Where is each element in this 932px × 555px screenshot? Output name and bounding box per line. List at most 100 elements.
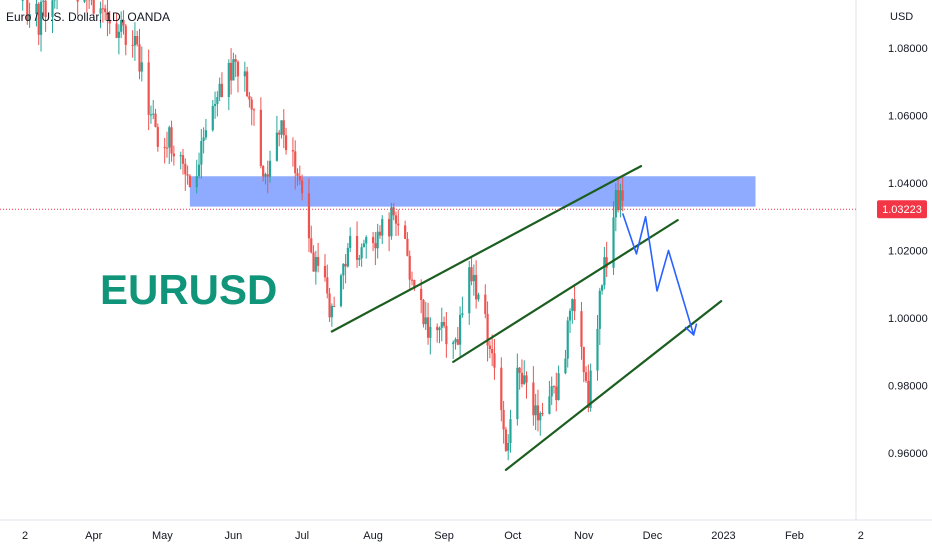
- candle: [244, 62, 246, 92]
- candle-body: [296, 173, 298, 176]
- candle: [331, 303, 333, 326]
- candle: [260, 97, 262, 168]
- candle-body: [22, 0, 24, 1]
- candles: [22, 0, 624, 460]
- candle-body: [251, 100, 253, 110]
- candle-body: [308, 193, 310, 238]
- candle: [312, 245, 314, 272]
- candle-body: [585, 372, 587, 381]
- x-tick-label: Nov: [574, 530, 594, 542]
- candle: [280, 120, 282, 138]
- candle-body: [571, 299, 573, 311]
- x-tick-label: Apr: [85, 530, 102, 542]
- candle: [441, 308, 443, 342]
- candle: [553, 385, 555, 393]
- x-tick-label: Jun: [225, 530, 243, 542]
- candle: [493, 339, 495, 380]
- candle: [216, 91, 218, 116]
- candle: [132, 30, 134, 58]
- symbol-watermark: EURUSD: [100, 266, 277, 314]
- candle: [571, 298, 573, 324]
- candle: [509, 410, 511, 453]
- candle-body: [154, 114, 156, 127]
- candle-body: [374, 243, 376, 248]
- candle: [148, 50, 150, 130]
- candle-body: [294, 151, 296, 173]
- candle-body: [443, 322, 445, 326]
- candle-body: [232, 59, 234, 80]
- x-tick-label: Oct: [504, 530, 521, 542]
- candle: [83, 0, 85, 3]
- candle-body: [539, 413, 541, 420]
- candle-body: [551, 386, 553, 396]
- candle-body: [134, 36, 136, 45]
- candle: [246, 67, 248, 97]
- x-tick-label: Aug: [363, 530, 383, 542]
- x-tick-label: Dec: [643, 530, 663, 542]
- candle: [438, 327, 440, 344]
- candle: [358, 255, 360, 266]
- candle: [361, 243, 363, 266]
- candle: [477, 293, 479, 302]
- candle-body: [347, 248, 349, 267]
- candle: [381, 215, 383, 244]
- x-tick-label: Jul: [295, 530, 309, 542]
- candle-body: [331, 306, 333, 317]
- candle-body: [583, 347, 585, 372]
- resistance-zone: [190, 176, 756, 206]
- candle: [601, 284, 603, 294]
- candle: [328, 288, 330, 322]
- candle-body: [503, 410, 505, 429]
- candle: [278, 130, 280, 146]
- candle-body: [404, 225, 406, 238]
- candle-body: [388, 219, 390, 236]
- candle: [457, 327, 459, 345]
- candle: [537, 390, 539, 432]
- candle: [134, 22, 136, 61]
- candle-body: [615, 190, 617, 217]
- candle: [164, 138, 166, 164]
- candle: [248, 92, 250, 108]
- candle: [152, 100, 154, 119]
- candle: [539, 411, 541, 436]
- candle-body: [603, 257, 605, 285]
- candle: [564, 350, 566, 374]
- candle-body: [299, 176, 301, 180]
- candle-body: [363, 243, 365, 247]
- candle-body: [365, 237, 367, 243]
- channel-line-3: [506, 301, 721, 470]
- candle-body: [326, 277, 328, 293]
- candle: [445, 312, 447, 358]
- candle: [461, 297, 463, 318]
- candle-body: [377, 232, 379, 249]
- candle: [141, 46, 143, 81]
- candle: [214, 92, 216, 119]
- candle-body: [436, 327, 438, 330]
- candle-body: [569, 311, 571, 321]
- candle-body: [356, 236, 358, 260]
- candle: [170, 121, 172, 162]
- candle: [365, 235, 367, 258]
- y-tick-label: 1.02000: [888, 246, 928, 258]
- candle-body: [132, 45, 134, 46]
- candle: [473, 264, 475, 295]
- candle: [345, 254, 347, 283]
- candle-body: [136, 36, 138, 44]
- candle: [548, 381, 550, 415]
- candle-body: [468, 267, 470, 313]
- candle: [489, 341, 491, 358]
- candle-body: [411, 280, 413, 281]
- candle: [333, 297, 335, 307]
- candle-body: [237, 62, 239, 77]
- candle: [379, 225, 381, 239]
- candle: [138, 29, 140, 79]
- candle: [569, 308, 571, 333]
- candle-body: [345, 264, 347, 267]
- candle-body: [152, 114, 154, 115]
- candle-body: [264, 174, 266, 176]
- candle-body: [278, 133, 280, 135]
- candle-body: [228, 63, 230, 97]
- candle: [580, 302, 582, 360]
- candle-body: [429, 327, 431, 338]
